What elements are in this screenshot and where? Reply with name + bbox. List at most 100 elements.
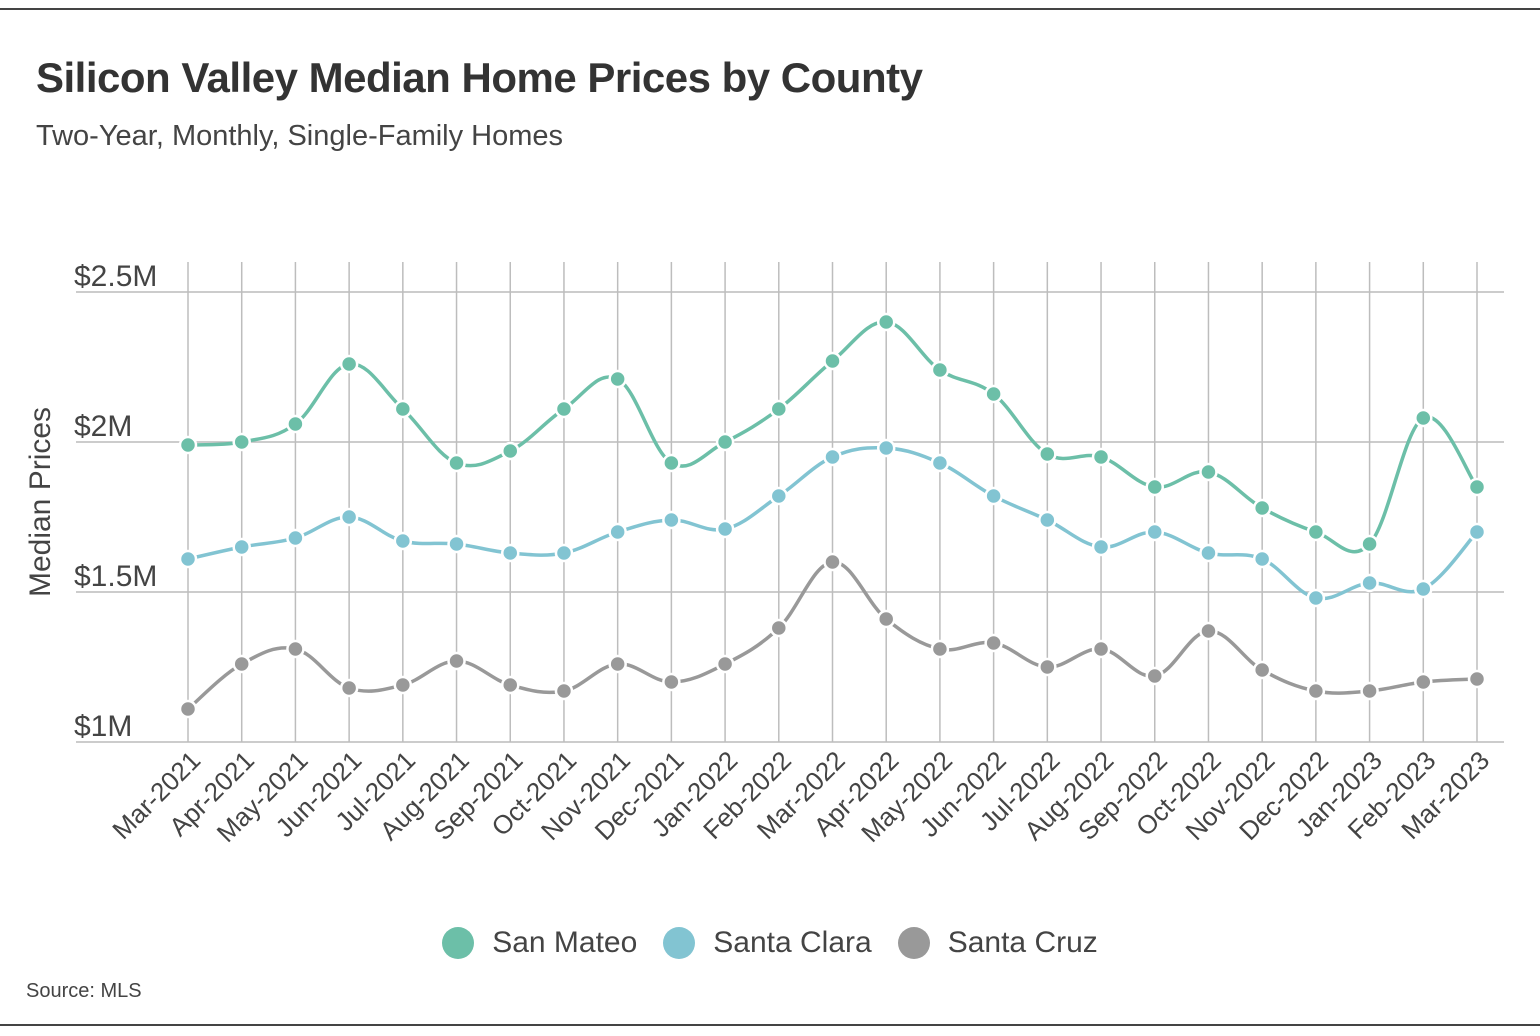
data-point-santa-clara <box>1360 573 1379 593</box>
y-tick-label: $2.5M <box>74 260 157 293</box>
x-gridlines <box>187 262 1478 742</box>
data-point-santa-cruz <box>447 651 466 671</box>
data-point-santa-clara <box>1145 522 1164 542</box>
legend: San Mateo Santa Clara Santa Cruz <box>0 926 1540 960</box>
data-point-santa-cruz <box>178 699 198 719</box>
legend-item-san-mateo: San Mateo <box>442 926 637 960</box>
data-point-santa-cruz <box>984 633 1003 653</box>
data-point-santa-cruz <box>1038 657 1057 677</box>
data-point-santa-cruz <box>823 552 842 572</box>
y-tick-label: $1M <box>74 710 132 743</box>
data-point-santa-clara <box>769 486 789 506</box>
data-point-santa-cruz <box>1467 669 1487 689</box>
data-point-san-mateo <box>286 414 305 434</box>
data-point-san-mateo <box>823 351 842 371</box>
legend-label: Santa Clara <box>713 926 872 959</box>
legend-swatch-san-mateo <box>442 927 475 959</box>
data-point-san-mateo <box>876 312 896 332</box>
data-point-santa-clara <box>930 453 950 473</box>
data-point-santa-cruz <box>930 639 950 659</box>
legend-item-santa-clara: Santa Clara <box>663 926 872 960</box>
data-point-santa-clara <box>286 528 305 548</box>
data-point-san-mateo <box>608 369 627 389</box>
data-point-santa-clara <box>608 522 627 542</box>
data-point-santa-clara <box>1038 510 1057 530</box>
data-point-santa-clara <box>447 534 466 554</box>
data-point-san-mateo <box>1091 447 1111 467</box>
data-point-san-mateo <box>1145 477 1164 497</box>
data-point-santa-cruz <box>876 609 896 629</box>
data-point-santa-clara <box>823 447 842 467</box>
data-point-santa-cruz <box>1360 681 1379 701</box>
data-point-santa-cruz <box>232 654 251 674</box>
data-point-santa-clara <box>1199 543 1218 563</box>
data-point-santa-clara <box>178 549 198 569</box>
data-point-san-mateo <box>232 432 251 452</box>
data-point-san-mateo <box>339 354 359 374</box>
chart-subtitle: Two-Year, Monthly, Single-Family Homes <box>36 120 564 152</box>
data-point-santa-clara <box>501 543 520 563</box>
data-point-santa-cruz <box>501 675 520 695</box>
data-point-san-mateo <box>984 384 1003 404</box>
y-axis-label: Median Prices <box>24 407 57 597</box>
data-point-santa-clara <box>554 543 574 563</box>
data-point-santa-cruz <box>1252 660 1272 680</box>
data-point-santa-clara <box>662 510 681 530</box>
data-point-santa-cruz <box>339 678 359 698</box>
data-point-san-mateo <box>1199 462 1218 482</box>
y-tick-label: $2M <box>74 410 132 443</box>
data-point-santa-cruz <box>608 654 627 674</box>
x-tick-labels: Mar-2021Apr-2021May-2021Jun-2021Jul-2021… <box>106 745 1495 848</box>
y-gridlines <box>76 291 1504 743</box>
data-point-san-mateo <box>501 441 520 461</box>
bottom-rule <box>0 1024 1540 1026</box>
legend-label: San Mateo <box>492 926 638 959</box>
data-point-santa-clara <box>339 507 359 527</box>
data-point-san-mateo <box>1252 498 1272 518</box>
data-point-santa-clara <box>232 537 251 557</box>
data-point-santa-cruz <box>554 681 574 701</box>
data-point-santa-cruz <box>393 675 413 695</box>
legend-swatch-santa-clara <box>663 927 696 959</box>
data-point-san-mateo <box>715 432 735 452</box>
data-point-san-mateo <box>1306 522 1326 542</box>
data-point-santa-clara <box>1306 588 1326 608</box>
chart-title: Silicon Valley Median Home Prices by Cou… <box>36 54 923 101</box>
data-point-santa-cruz <box>1414 672 1433 692</box>
series-points <box>178 312 1487 719</box>
y-tick-labels: $1M $1.5M $2M $2.5M <box>74 260 157 743</box>
data-point-santa-clara <box>1252 549 1272 569</box>
data-point-santa-cruz <box>1091 639 1111 659</box>
data-point-santa-clara <box>1091 537 1111 557</box>
y-tick-label: $1.5M <box>74 560 157 593</box>
data-point-san-mateo <box>1467 477 1487 497</box>
data-point-santa-cruz <box>715 654 735 674</box>
data-point-san-mateo <box>178 435 198 455</box>
data-point-santa-clara <box>1414 579 1433 599</box>
data-point-santa-clara <box>984 486 1003 506</box>
data-point-santa-clara <box>715 519 735 539</box>
data-point-santa-clara <box>393 531 413 551</box>
data-point-santa-cruz <box>1306 681 1326 701</box>
data-point-santa-cruz <box>1199 621 1218 641</box>
data-point-santa-cruz <box>662 672 681 692</box>
data-point-san-mateo <box>554 399 574 419</box>
data-point-san-mateo <box>393 399 413 419</box>
data-point-santa-clara <box>876 438 896 458</box>
data-point-san-mateo <box>769 399 789 419</box>
data-point-santa-clara <box>1467 522 1487 542</box>
data-point-san-mateo <box>930 360 950 380</box>
legend-label: Santa Cruz <box>947 926 1098 959</box>
data-point-santa-cruz <box>769 618 789 638</box>
data-point-san-mateo <box>1038 444 1057 464</box>
data-point-san-mateo <box>662 453 681 473</box>
data-point-san-mateo <box>447 453 466 473</box>
data-point-san-mateo <box>1414 408 1433 428</box>
legend-swatch-santa-cruz <box>897 927 930 959</box>
source-note: Source: MLS <box>26 980 142 1002</box>
top-rule <box>0 8 1540 10</box>
data-point-san-mateo <box>1360 534 1379 554</box>
data-point-santa-cruz <box>286 639 305 659</box>
data-point-santa-cruz <box>1145 666 1164 686</box>
